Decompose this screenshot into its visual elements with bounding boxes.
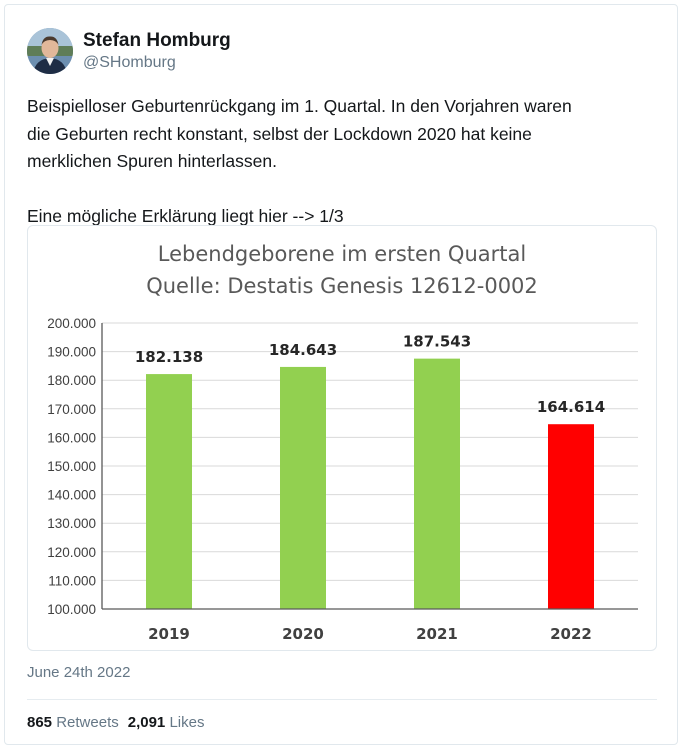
y-tick-label: 160.000 — [47, 430, 96, 445]
display-name[interactable]: Stefan Homburg — [83, 29, 231, 51]
tweet-header: Stefan Homburg @SHomburg — [27, 27, 231, 75]
bar-2022 — [548, 424, 594, 609]
bar-2020 — [280, 366, 326, 609]
likes-label: Likes — [169, 714, 205, 731]
y-tick-label: 120.000 — [47, 545, 96, 560]
x-tick-label-2020: 2020 — [282, 625, 324, 643]
bar-chart: Lebendgeborene im ersten Quartal Quelle:… — [47, 242, 638, 643]
x-tick-label-2022: 2022 — [550, 625, 592, 643]
retweets-label: Retweets — [56, 714, 119, 731]
data-labels: 182.138 184.643 187.543 164.614 — [135, 333, 605, 417]
y-tick-label: 140.000 — [47, 488, 96, 503]
y-tick-label: 190.000 — [47, 345, 96, 360]
tweet-text: Beispielloser Geburtenrückgang im 1. Qua… — [27, 96, 572, 226]
y-tick-label: 130.000 — [47, 516, 96, 531]
data-label-2022: 164.614 — [537, 398, 605, 416]
chart-axes — [101, 323, 638, 610]
user-handle[interactable]: @SHomburg — [83, 53, 176, 71]
chart-subtitle: Quelle: Destatis Genesis 12612-0002 — [146, 274, 538, 298]
y-tick-label: 170.000 — [47, 402, 96, 417]
retweets-count: 865 — [27, 714, 53, 731]
chart-bars — [146, 358, 594, 609]
chart-title: Lebendgeborene im ersten Quartal — [158, 242, 526, 266]
y-tick-label: 100.000 — [47, 602, 96, 617]
x-axis-ticks: 2019 2020 2021 2022 — [148, 625, 592, 643]
x-tick-label-2019: 2019 — [148, 625, 190, 643]
divider — [27, 699, 657, 700]
likes-count: 2,091 — [127, 714, 166, 731]
y-tick-label: 180.000 — [47, 373, 96, 388]
bar-2021 — [414, 358, 460, 609]
data-label-2021: 187.543 — [403, 333, 471, 351]
data-label-2019: 182.138 — [135, 348, 203, 366]
tweet-media-chart[interactable]: Lebendgeborene im ersten Quartal Quelle:… — [27, 225, 657, 651]
retweets-stat[interactable]: 865 Retweets — [27, 713, 119, 733]
x-tick-label-2021: 2021 — [416, 625, 458, 643]
data-label-2020: 184.643 — [269, 341, 337, 359]
y-tick-label: 150.000 — [47, 459, 96, 474]
y-tick-label: 110.000 — [48, 573, 96, 588]
avatar[interactable] — [27, 28, 73, 74]
tweet-stats: 865 Retweets 2,091 Likes — [27, 713, 213, 733]
y-tick-label: 200.000 — [47, 316, 96, 331]
likes-stat[interactable]: 2,091 Likes — [128, 713, 205, 733]
tweet-timestamp[interactable]: June 24th 2022 — [27, 664, 131, 681]
tweet-card: Stefan Homburg @SHomburg Beispielloser G… — [4, 4, 678, 745]
user-names: Stefan Homburg @SHomburg — [83, 30, 231, 73]
y-axis-ticks: 100.000 110.000 120.000 130.000 140.000 150.0… — [47, 316, 96, 617]
bar-2019 — [146, 374, 192, 609]
avatar-photo-icon — [27, 28, 73, 74]
